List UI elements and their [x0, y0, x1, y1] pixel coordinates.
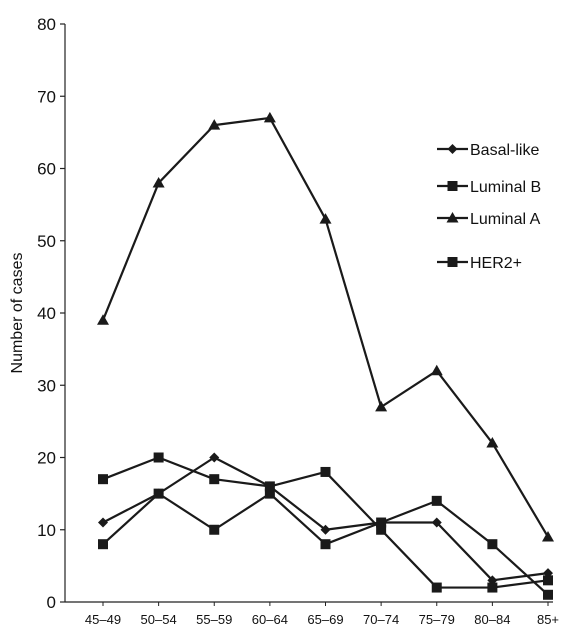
data-point-her2 — [264, 488, 275, 499]
x-tick-label: 75–79 — [419, 612, 455, 627]
y-tick-label: 60 — [37, 160, 56, 179]
data-point-her2 — [543, 589, 553, 600]
x-tick-label: 65–69 — [307, 612, 343, 627]
x-tick-label: 45–49 — [85, 612, 121, 627]
legend: Basal-like Luminal B Luminal A HER2+ — [437, 142, 541, 272]
data-point-her2 — [209, 524, 220, 535]
x-tick-label: 85+ — [537, 612, 559, 627]
data-point-basal-like — [320, 524, 331, 535]
y-tick-label: 70 — [37, 87, 56, 106]
legend-marker — [447, 144, 458, 154]
data-point-her2 — [376, 517, 387, 528]
data-point-luminal-b — [209, 474, 220, 485]
x-tick-label: 50–54 — [141, 612, 177, 627]
data-point-luminal-b — [320, 466, 331, 477]
y-tick-label: 50 — [37, 232, 56, 251]
data-point-her2 — [153, 488, 164, 499]
data-point-her2 — [320, 539, 331, 550]
data-point-luminal-b — [153, 452, 164, 463]
y-tick-label: 20 — [37, 449, 56, 468]
data-point-luminal-a — [375, 400, 388, 412]
legend-marker — [447, 257, 458, 267]
data-point-luminal-b — [376, 524, 387, 535]
data-point-her2 — [487, 539, 498, 550]
y-tick-label: 0 — [47, 593, 56, 612]
data-point-luminal-a — [208, 119, 221, 130]
legend-label: Basal-like — [470, 142, 539, 159]
legend-label: HER2+ — [470, 255, 522, 272]
legend-item-luminal-b: Luminal B — [437, 179, 541, 196]
data-point-luminal-a — [486, 437, 499, 448]
legend-item-luminal-a: Luminal A — [437, 211, 541, 228]
data-point-luminal-a — [430, 364, 443, 376]
data-point-luminal-a — [542, 530, 554, 542]
x-tick-label: 70–74 — [363, 612, 399, 627]
data-point-luminal-b — [487, 582, 498, 593]
data-point-luminal-b — [431, 582, 442, 593]
data-point-luminal-a — [97, 314, 109, 325]
y-tick-label: 30 — [37, 376, 56, 395]
data-point-luminal-b — [543, 575, 553, 586]
y-tick-label: 80 — [37, 15, 56, 34]
legend-label: Luminal B — [470, 179, 541, 196]
data-point-basal-like — [431, 517, 442, 528]
y-tick-label: 10 — [37, 521, 56, 540]
data-point-luminal-a — [152, 176, 165, 188]
y-axis-title: Number of cases — [9, 253, 26, 374]
x-tick-label: 55–59 — [196, 612, 232, 627]
data-point-basal-like — [209, 452, 220, 463]
axes: 0 10 20 30 40 50 60 70 80 45–49 50–54 55–59 60–64 65–… — [9, 15, 559, 627]
data-point-luminal-b — [98, 474, 108, 485]
data-point-luminal-b — [264, 481, 275, 492]
x-tick-label: 60–64 — [252, 612, 288, 627]
legend-marker — [446, 212, 459, 223]
legend-label: Luminal A — [470, 211, 541, 228]
legend-item-basal-like: Basal-like — [437, 142, 539, 159]
data-point-luminal-a — [319, 213, 332, 224]
data-point-her2 — [98, 539, 108, 550]
data-point-basal-like — [98, 517, 108, 528]
series-markers — [97, 111, 554, 600]
x-tick-label: 80–84 — [474, 612, 510, 627]
data-point-luminal-a — [263, 111, 276, 123]
legend-item-her2: HER2+ — [437, 255, 522, 272]
legend-marker — [447, 181, 458, 191]
y-tick-label: 40 — [37, 304, 56, 323]
data-point-her2 — [431, 495, 442, 506]
